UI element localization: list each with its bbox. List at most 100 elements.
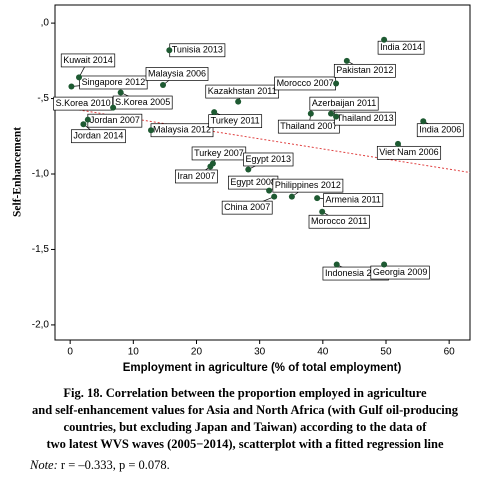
label-box bbox=[333, 63, 396, 78]
label-box bbox=[370, 265, 430, 280]
chart: Employment in agriculture (% of total em… bbox=[12, 4, 471, 374]
y-tick-label: -1,5 bbox=[32, 244, 50, 255]
point-label: Turkey 2011 bbox=[211, 116, 260, 126]
point bbox=[328, 110, 335, 117]
point-label: India 2006 bbox=[419, 125, 461, 135]
point bbox=[211, 109, 218, 116]
label-box bbox=[277, 119, 340, 134]
caption-line: Fig. 18. Correlation between the proport… bbox=[63, 386, 427, 400]
label-box bbox=[175, 169, 218, 184]
point-label: Kuwait 2014 bbox=[63, 55, 113, 65]
point-label: Turkey 2007 bbox=[194, 148, 244, 158]
label-box bbox=[243, 152, 294, 167]
note-label: Note: bbox=[30, 458, 58, 472]
label-box bbox=[308, 214, 370, 229]
point bbox=[84, 116, 91, 123]
point-label: Malaysia 2006 bbox=[148, 68, 206, 78]
point bbox=[166, 47, 173, 54]
point-label: Thailand 2013 bbox=[337, 113, 394, 123]
point-label: Tunisia 2013 bbox=[172, 45, 223, 55]
label-box bbox=[112, 95, 173, 110]
point bbox=[80, 121, 87, 128]
point bbox=[333, 113, 340, 120]
x-tick-label: 50 bbox=[380, 347, 392, 358]
point-label: Philippines 2012 bbox=[275, 180, 341, 190]
point-label: China 2007 bbox=[224, 202, 270, 212]
point-label: Egypt 2008 bbox=[230, 177, 276, 187]
point-label: India 2014 bbox=[380, 42, 422, 52]
label-box bbox=[376, 145, 442, 160]
point bbox=[314, 195, 321, 202]
point bbox=[343, 57, 350, 64]
label-box bbox=[416, 123, 464, 138]
point bbox=[68, 83, 75, 90]
y-tick-label: -1,0 bbox=[32, 169, 50, 180]
label-box bbox=[323, 193, 384, 208]
point-label: Pakistan 2012 bbox=[336, 65, 393, 75]
point-label: Azerbaijan 2011 bbox=[312, 98, 376, 108]
point-label: Egypt 2013 bbox=[246, 154, 292, 164]
point bbox=[235, 98, 242, 105]
label-box bbox=[272, 178, 344, 193]
point-label: Iran 2007 bbox=[177, 171, 215, 181]
point bbox=[271, 193, 278, 200]
point bbox=[307, 110, 314, 117]
x-tick-label: 30 bbox=[254, 347, 266, 358]
point-label: S.Korea 2010 bbox=[56, 98, 111, 108]
point-label: Singapore 2012 bbox=[82, 77, 146, 87]
label-box bbox=[60, 53, 116, 68]
point bbox=[288, 193, 295, 200]
label-box bbox=[208, 114, 263, 128]
point-label: Kazakhstan 2011 bbox=[208, 86, 277, 96]
point bbox=[207, 163, 214, 170]
label-box bbox=[221, 200, 273, 215]
point bbox=[319, 208, 326, 215]
point-label: Morocco 2011 bbox=[311, 216, 367, 226]
note: Note: r = –0.333, p = 0.078. bbox=[30, 458, 170, 473]
point-label: Thailand 2007 bbox=[280, 121, 337, 131]
caption-line: countries, but excluding Japan and Taiwa… bbox=[63, 420, 427, 434]
plot-frame bbox=[54, 4, 471, 341]
caption-line: two latest WVS waves (2005−2014), scatte… bbox=[46, 437, 444, 451]
x-axis-title: Employment in agriculture (% of total em… bbox=[123, 362, 402, 374]
y-tick-label: -2,0 bbox=[32, 320, 50, 331]
label-box bbox=[145, 67, 209, 81]
label-box bbox=[79, 75, 148, 90]
point bbox=[160, 81, 167, 88]
y-tick-label: ,0 bbox=[41, 18, 50, 29]
y-axis-title: Self-Enhancement bbox=[12, 127, 24, 217]
point-label: Armenia 2011 bbox=[325, 195, 380, 205]
label-box bbox=[309, 96, 379, 111]
point bbox=[110, 104, 117, 111]
point-label: Jordan 2007 bbox=[90, 115, 140, 125]
label-box bbox=[205, 84, 279, 99]
point-label: Malaysia 2012 bbox=[153, 125, 211, 135]
point-label: Georgia 2009 bbox=[373, 267, 428, 277]
x-tick-label: 0 bbox=[67, 347, 73, 358]
point bbox=[245, 166, 252, 173]
point bbox=[381, 261, 388, 268]
point bbox=[266, 187, 273, 194]
label-box bbox=[71, 129, 126, 144]
point bbox=[333, 80, 340, 87]
point-label: Viet Nam 2006 bbox=[379, 147, 438, 157]
note-text: r = –0.333, p = 0.078. bbox=[60, 458, 170, 472]
point-label: Jordan 2014 bbox=[73, 131, 123, 141]
point-label: S.Korea 2005 bbox=[115, 97, 170, 107]
point bbox=[381, 36, 388, 43]
caption-line: and self-enhancement values for Asia and… bbox=[32, 403, 458, 417]
point bbox=[394, 140, 401, 147]
x-tick-label: 10 bbox=[128, 347, 140, 358]
point-label: Morocco 2007 bbox=[277, 78, 334, 88]
x-tick-label: 20 bbox=[191, 347, 203, 358]
point bbox=[420, 118, 427, 125]
x-tick-label: 40 bbox=[317, 347, 329, 358]
label-box bbox=[377, 40, 425, 55]
point bbox=[333, 261, 340, 268]
point bbox=[117, 89, 124, 96]
x-tick-label: 60 bbox=[444, 347, 456, 358]
point-label: Indonesia 2006 bbox=[325, 268, 387, 278]
point bbox=[76, 74, 83, 81]
point bbox=[148, 127, 155, 134]
